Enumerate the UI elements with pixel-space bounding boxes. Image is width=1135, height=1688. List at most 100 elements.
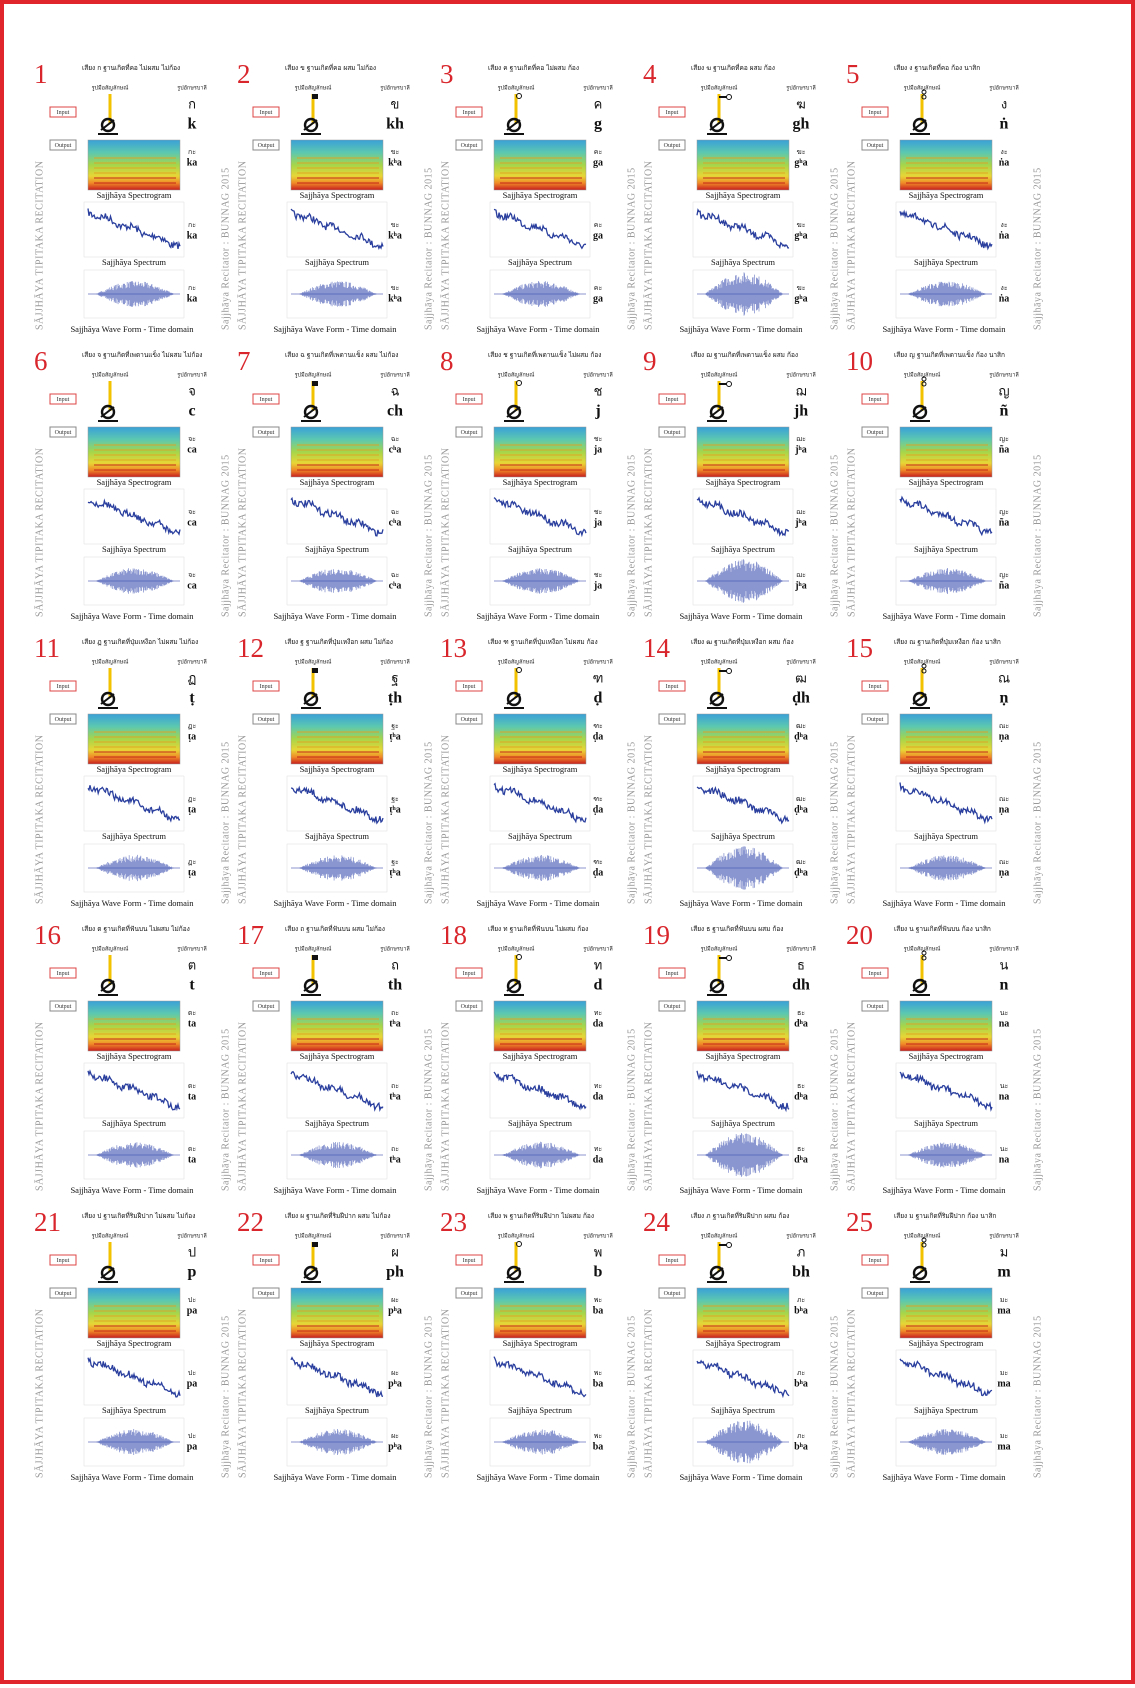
- side-right: Sajjhāya Recitator : BUNNAG 2015: [220, 741, 231, 904]
- spectrum-caption: Sajjhāya Spectrum: [914, 257, 978, 267]
- side-right: Sajjhāya Recitator : BUNNAG 2015: [626, 1315, 637, 1478]
- cell: 3เสียง ค ฐานเกิดที่คอ ไม่ผสม ก้องรูปมือส…: [440, 59, 637, 334]
- spectrum-caption: Sajjhāya Spectrum: [914, 544, 978, 554]
- pali-letter: ช: [594, 385, 603, 400]
- syllable-roman: ca: [187, 517, 196, 528]
- syllable-roman: ga: [593, 157, 603, 168]
- cell: 13 เสียง ฑ ฐานเกิดที่ปุ่มเหงือก ไม่ผสม ก้…: [440, 633, 637, 908]
- output-label: Output: [664, 1291, 681, 1297]
- spectrum-frame: [490, 202, 590, 257]
- syllable-roman: bʰa: [794, 1378, 808, 1389]
- syllable-thai: ชะ: [594, 508, 603, 516]
- cell-header: เสียง ท ฐานเกิดที่ฟันบน ไม่ผสม ก้อง: [488, 924, 588, 933]
- cell-number: 19: [643, 920, 670, 950]
- spectrogram-caption: Sajjhāya Spectrogram: [300, 190, 375, 200]
- hand-label: รูปมือสัญลักษณ์: [701, 372, 738, 379]
- cell: 19เสียง ธ ฐานเกิดที่ฟันบน ผสม ก้องรูปมือ…: [643, 920, 840, 1195]
- waveform-caption: Sajjhāya Wave Form - Time domain: [70, 1472, 194, 1482]
- syllable-thai: ธะ: [797, 1009, 805, 1017]
- syllable-roman: dʰa: [794, 1091, 808, 1102]
- cell: 5เสียง ง ฐานเกิดที่คอ ก้อง นาสิกรูปมือสั…: [846, 59, 1043, 334]
- waveform-caption: Sajjhāya Wave Form - Time domain: [70, 611, 194, 621]
- hand-label: รูปมือสัญลักษณ์: [92, 85, 129, 92]
- romanization: ch: [387, 403, 403, 420]
- input-label: Input: [260, 110, 273, 116]
- syllable-thai: นะ: [1000, 1145, 1009, 1153]
- hand-label: รูปมือสัญลักษณ์: [295, 659, 332, 666]
- cell-header: เสียง ฒ ฐานเกิดที่ปุ่มเหงือก ผสม ก้อง: [691, 637, 794, 646]
- input-label: Input: [463, 397, 476, 403]
- letter-label: รูปอักษรบาลี: [786, 1233, 816, 1240]
- syllable-roman: ba: [593, 1441, 604, 1452]
- syllable-roman: cʰa: [389, 517, 402, 528]
- side-left: SĀJJHĀYA TIPITAKA RECITATION: [643, 1022, 654, 1191]
- syllable-thai: ฒะ: [796, 858, 806, 866]
- letter-label: รูปอักษรบาลี: [989, 946, 1019, 953]
- hand-ring: [727, 95, 732, 100]
- syllable-thai: ขะ: [391, 148, 400, 156]
- hand-label: รูปมือสัญลักษณ์: [498, 946, 535, 953]
- output-label: Output: [258, 1004, 275, 1010]
- input-label: Input: [869, 1258, 882, 1264]
- pali-letter: ฉ: [391, 385, 400, 400]
- syllable-thai: งะ: [1000, 148, 1007, 156]
- output-label: Output: [55, 143, 72, 149]
- output-label: Output: [55, 717, 72, 723]
- spectrogram-caption: Sajjhāya Spectrogram: [909, 764, 984, 774]
- spectrogram-caption: Sajjhāya Spectrogram: [300, 1051, 375, 1061]
- syllable-thai: ปะ: [188, 1432, 196, 1440]
- syllable-thai: ฌะ: [796, 571, 806, 579]
- side-right: Sajjhāya Recitator : BUNNAG 2015: [829, 741, 840, 904]
- syllable-roman: ṭʰa: [389, 731, 401, 742]
- romanization: gh: [793, 116, 810, 133]
- syllable-thai: ญะ: [999, 508, 1009, 516]
- syllable-thai: ฆะ: [797, 221, 806, 229]
- cell-header: เสียง ภ ฐานเกิดที่ริมฝีปาก ผสม ก้อง: [691, 1211, 789, 1220]
- syllable-roman: kʰa: [388, 230, 402, 241]
- syllable-roman: bʰa: [794, 1441, 808, 1452]
- cell-header: เสียง ม ฐานเกิดที่ริมฝีปาก ก้อง นาสิก: [894, 1211, 996, 1220]
- output-label: Output: [258, 430, 275, 436]
- syllable-roman: ka: [187, 293, 198, 304]
- cell: 25เสียง ม ฐานเกิดที่ริมฝีปาก ก้อง นาสิกร…: [846, 1207, 1043, 1482]
- letter-label: รูปอักษรบาลี: [177, 659, 207, 666]
- syllable-thai: ถะ: [391, 1145, 399, 1153]
- syllable-roman: ja: [593, 580, 602, 591]
- output-label: Output: [55, 430, 72, 436]
- side-left: SĀJJHĀYA TIPITAKA RECITATION: [34, 735, 45, 904]
- syllable-roman: da: [593, 1154, 604, 1165]
- cell-number: 13: [440, 633, 467, 663]
- hand-label: รูปมือสัญลักษณ์: [904, 659, 941, 666]
- pali-letter: จ: [188, 385, 196, 400]
- syllable-roman: gʰa: [794, 293, 807, 304]
- cell-number: 25: [846, 1207, 873, 1237]
- side-left: SĀJJHĀYA TIPITAKA RECITATION: [643, 161, 654, 330]
- cell-header: เสียง ฑ ฐานเกิดที่ปุ่มเหงือก ไม่ผสม ก้อง: [488, 637, 598, 646]
- cell-header: เสียง ช ฐานเกิดที่เพดานแข็ง ไม่ผสม ก้อง: [488, 350, 601, 359]
- input-label: Input: [666, 397, 679, 403]
- spectrum-caption: Sajjhāya Spectrum: [508, 1405, 572, 1415]
- pali-letter: ท: [594, 959, 603, 974]
- syllable-roman: ca: [187, 580, 196, 591]
- spectrum-caption: Sajjhāya Spectrum: [305, 1118, 369, 1128]
- syllable-thai: ญะ: [999, 571, 1009, 579]
- cell: 17เสียง ถ ฐานเกิดที่ฟันบน ผสม ไม่ก้องรูป…: [237, 920, 434, 1195]
- syllable-thai: ทะ: [594, 1145, 603, 1153]
- pali-letter: ญ: [998, 385, 1009, 400]
- waveform-caption: Sajjhāya Wave Form - Time domain: [273, 1185, 397, 1195]
- cell-number: 4: [643, 59, 657, 89]
- syllable-roman: tʰa: [389, 1018, 401, 1029]
- syllable-roman: ma: [997, 1305, 1010, 1316]
- side-right: Sajjhāya Recitator : BUNNAG 2015: [1032, 1028, 1043, 1191]
- romanization: t: [189, 977, 195, 994]
- cell-number: 1: [34, 59, 48, 89]
- hand-flag: [312, 1242, 318, 1247]
- waveform-caption: Sajjhāya Wave Form - Time domain: [882, 1185, 1006, 1195]
- side-left: SĀJJHĀYA TIPITAKA RECITATION: [846, 1022, 857, 1191]
- syllable-thai: ปะ: [188, 1369, 196, 1377]
- side-right: Sajjhāya Recitator : BUNNAG 2015: [1032, 1315, 1043, 1478]
- syllable-thai: ตะ: [188, 1009, 197, 1017]
- syllable-thai: กะ: [188, 221, 196, 229]
- syllable-thai: จะ: [188, 435, 196, 443]
- hand-label: รูปมือสัญลักษณ์: [295, 85, 332, 92]
